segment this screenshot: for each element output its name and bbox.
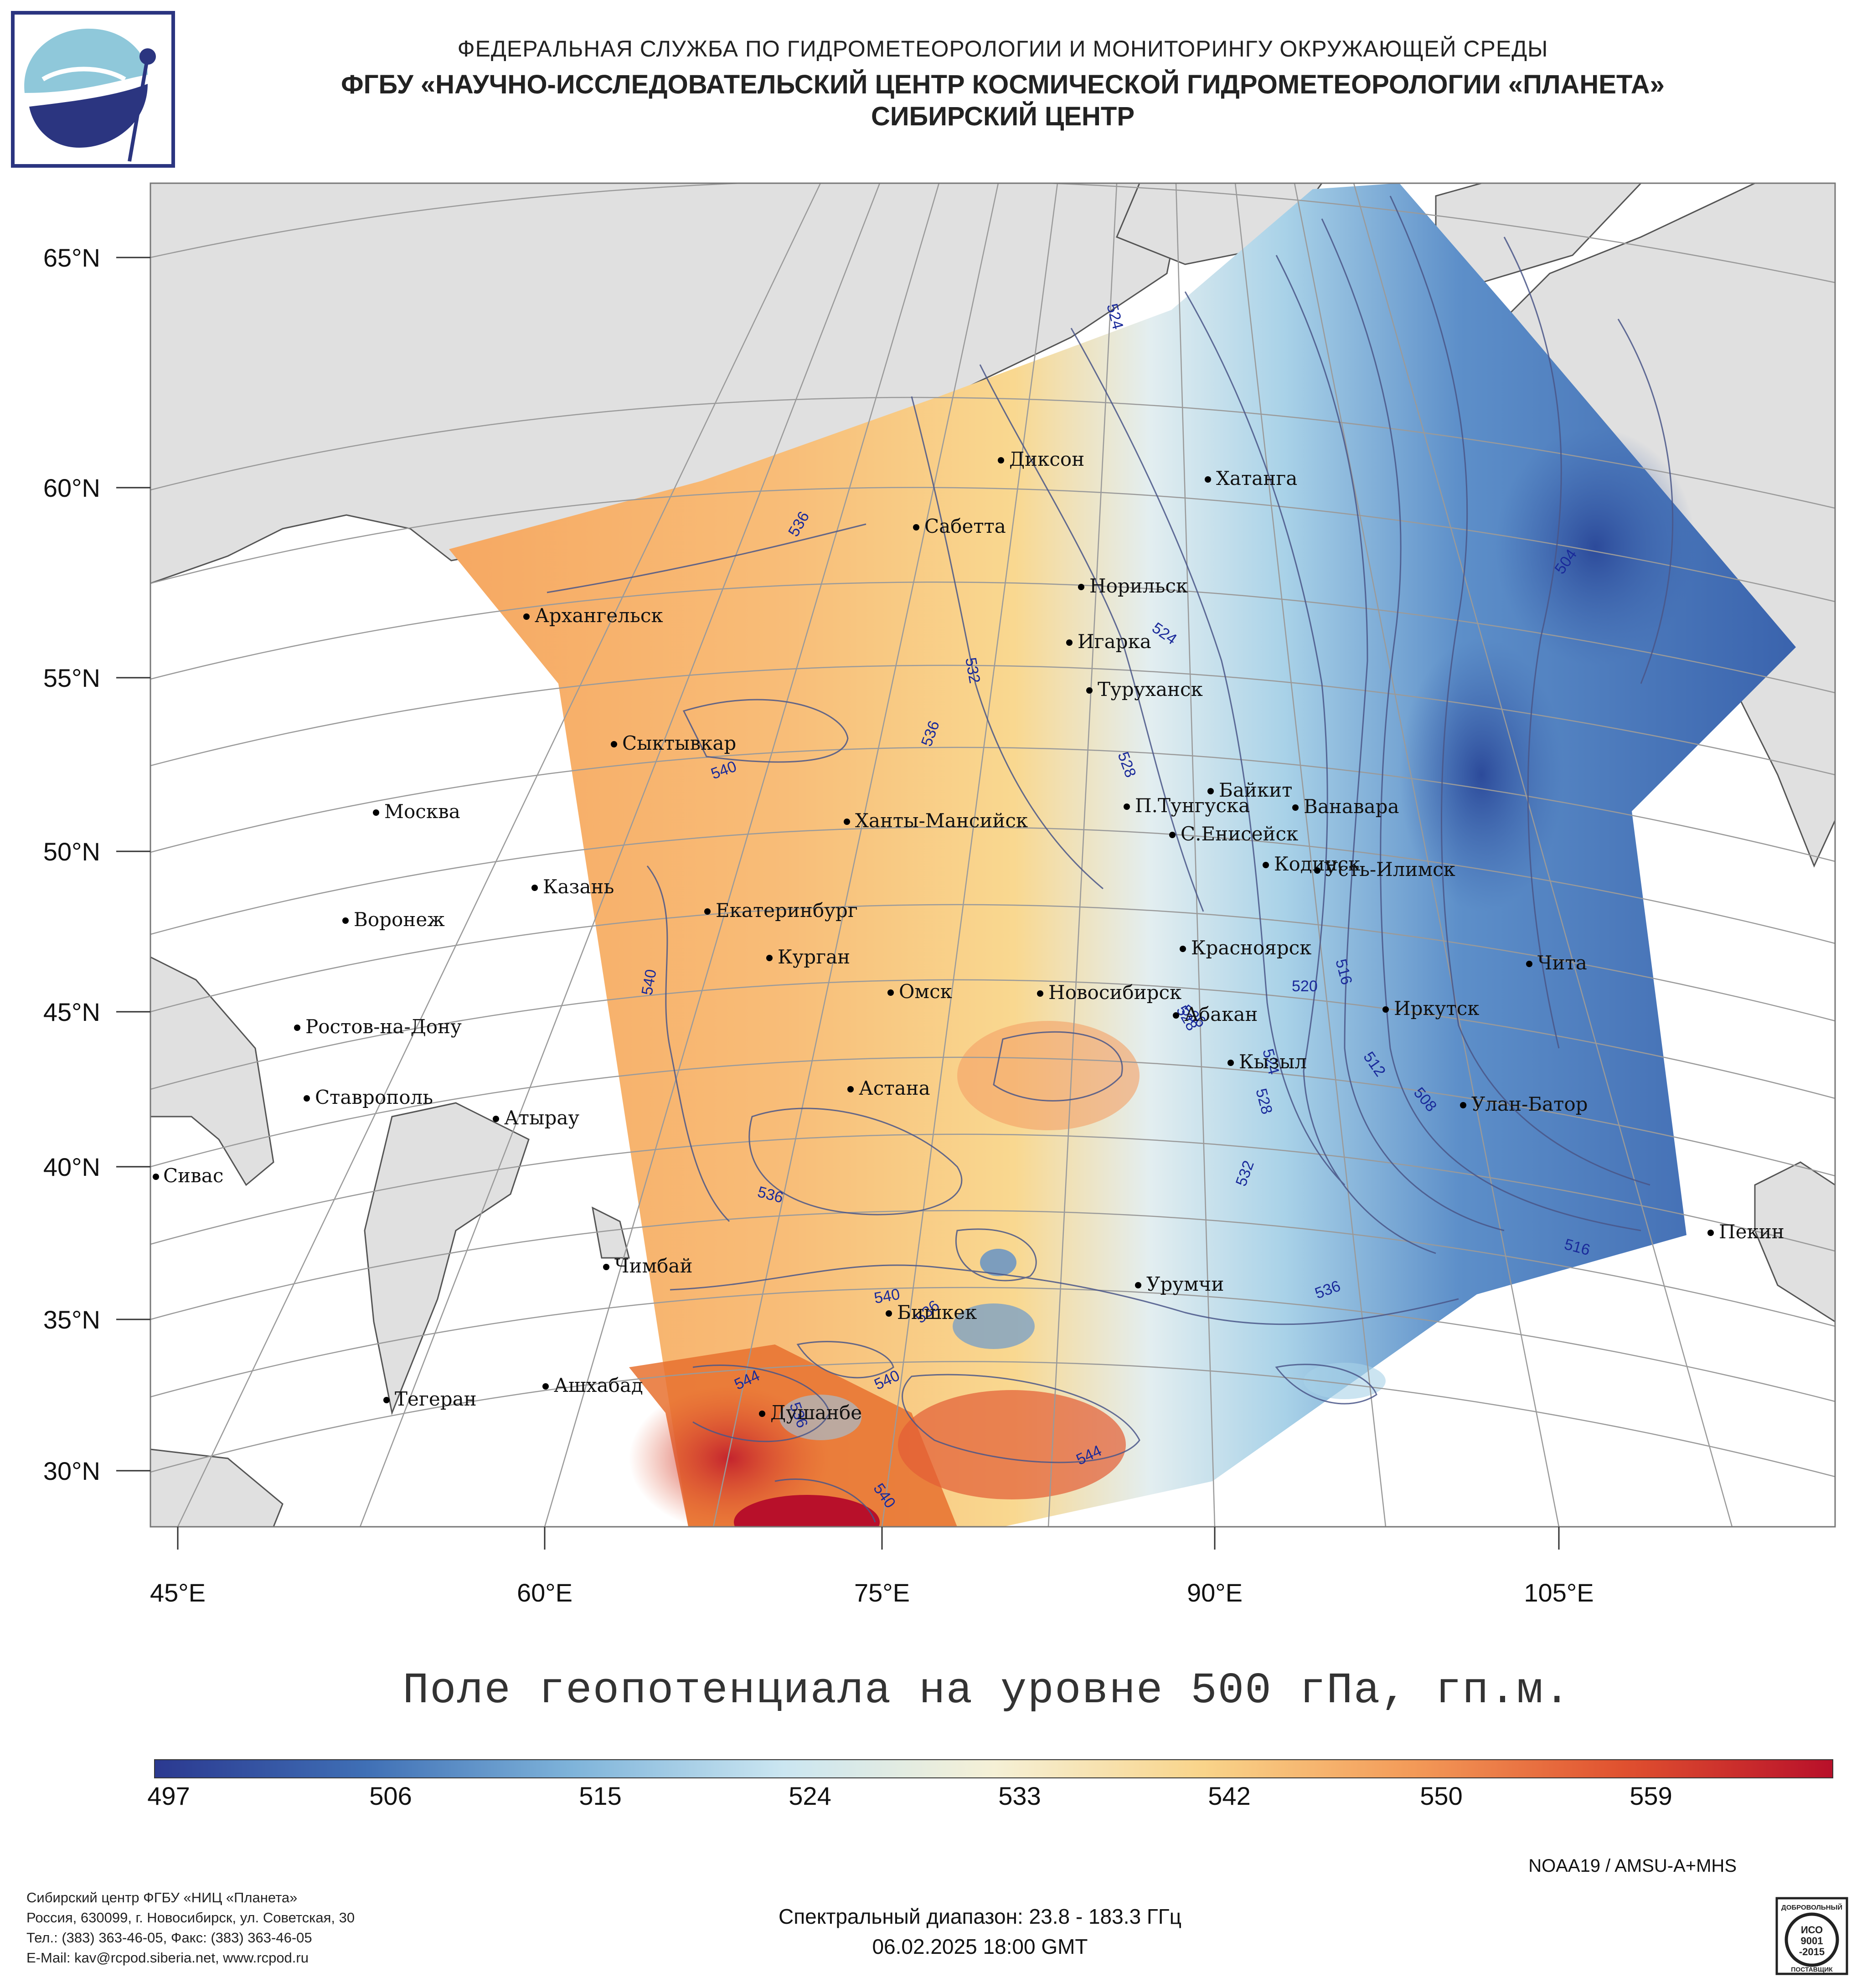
iso-badge-line2: 9001 — [1801, 1935, 1823, 1947]
city-label: Урумчи — [1146, 1273, 1224, 1295]
iso-badge-top: ДОБРОВОЛЬНЫЙ — [1781, 1903, 1842, 1911]
city-label: Сыктывкар — [622, 732, 736, 754]
lat-label: 55°N — [43, 664, 100, 692]
iso-badge-line3: -2015 — [1799, 1946, 1825, 1957]
graticule — [150, 183, 1835, 1527]
spectral-range: Спектральный диапазон: 23.8 - 183.3 ГГц — [778, 1905, 1182, 1928]
footer-phone: Тел.: (383) 363-46-05, Факс: (383) 363-4… — [26, 1930, 312, 1946]
lon-label: 75°E — [854, 1578, 910, 1607]
city-label: Сивас — [163, 1164, 223, 1187]
city-label: Иркутск — [1394, 997, 1479, 1020]
city-label: Игарка — [1078, 630, 1151, 653]
colorbar — [154, 1759, 1833, 1778]
footer-address: Россия, 630099, г. Новосибирск, ул. Сове… — [26, 1910, 355, 1926]
city-label: Байкит — [1219, 779, 1292, 801]
satellite-swath — [449, 183, 1796, 1527]
footer-info: Спектральный диапазон: 23.8 - 183.3 ГГц … — [638, 1901, 1322, 1962]
colorbar-label: 542 — [1208, 1782, 1251, 1810]
header-agency: ФЕДЕРАЛЬНАЯ СЛУЖБА ПО ГИДРОМЕТЕОРОЛОГИИ … — [457, 36, 1548, 62]
lon-label: 105°E — [1524, 1578, 1594, 1607]
city-label: Ростов-на-Дону — [305, 1015, 462, 1038]
colorbar-label: 497 — [147, 1782, 190, 1810]
footer-email: E-Mail: kav@rcpod.siberia.net, www.rcpod… — [26, 1950, 309, 1966]
city-label: Курган — [778, 946, 850, 968]
planeta-logo-icon — [11, 11, 175, 168]
colorbar-label: 550 — [1420, 1782, 1463, 1810]
iso-badge-line1: ИСО — [1801, 1924, 1823, 1936]
city-label: Ванавара — [1304, 795, 1399, 818]
city-label: Сабетта — [924, 515, 1006, 537]
city-label: Диксон — [1009, 448, 1084, 470]
header-center: СИБИРСКИЙ ЦЕНТР — [871, 102, 1135, 131]
city-label: Душанбе — [770, 1401, 862, 1424]
city-label: Ханты-Мансийск — [855, 809, 1028, 832]
lat-label: 30°N — [43, 1457, 100, 1485]
lon-label: 90°E — [1186, 1578, 1243, 1607]
footer-org: Сибирский центр ФГБУ «НИЦ «Планета» — [26, 1890, 298, 1906]
lat-label: 45°N — [43, 998, 100, 1026]
city-label: П.Тунгуска — [1135, 794, 1250, 817]
city-label: Воронеж — [354, 908, 445, 931]
city-label: Туруханск — [1098, 678, 1203, 700]
city-label: Красноярск — [1191, 937, 1311, 959]
map-frame — [150, 182, 1836, 1528]
city-label: Архангельск — [535, 604, 663, 627]
contour-lines — [547, 196, 1674, 1523]
city-label: Москва — [384, 800, 460, 823]
footer-contacts: Сибирский центр ФГБУ «НИЦ «Планета» Росс… — [26, 1888, 355, 1968]
satellite-label: NOAA19 / AMSU-A+MHS — [1528, 1856, 1737, 1876]
city-label: Чимбай — [614, 1255, 692, 1277]
city-label: Екатеринбург — [716, 899, 858, 922]
city-label: Ашхабад — [554, 1374, 643, 1396]
city-label: Пекин — [1719, 1221, 1784, 1243]
lat-label: 60°N — [43, 474, 100, 502]
city-label: Абакан — [1184, 1003, 1258, 1025]
lat-ticks — [116, 257, 150, 1472]
city-label: Астана — [859, 1077, 930, 1099]
colorbar-label: 524 — [789, 1782, 831, 1810]
city-label: Омск — [899, 980, 952, 1003]
geopotential-map: 536 524 532 536 540 524 528 504 540 520 … — [116, 182, 1836, 1550]
city-label: Ставрополь — [315, 1086, 433, 1108]
contour-label: 520 — [1292, 978, 1318, 995]
colorbar-label: 533 — [998, 1782, 1041, 1810]
city-markers: Диксон Хатанга Сабетта Архангельск Норил… — [153, 448, 1784, 1424]
map-title: Поле геопотенциала на уровне 500 гПа, гп… — [402, 1666, 1571, 1715]
city-label: Атырау — [504, 1107, 579, 1129]
city-label: Улан-Батор — [1471, 1093, 1588, 1115]
city-label: С.Енисейск — [1181, 823, 1298, 845]
city-label: Тегеран — [395, 1388, 477, 1410]
iso-badge-icon: ДОБРОВОЛЬНЫЙ ИСО 9001 -2015 ПОСТАВЩИК — [1775, 1897, 1848, 1975]
lat-label: 35°N — [43, 1305, 100, 1334]
city-label: Кызыл — [1239, 1051, 1307, 1073]
city-label: Бишкек — [897, 1301, 977, 1324]
observation-datetime: 06.02.2025 18:00 GMT — [872, 1935, 1088, 1958]
iso-badge-bottom: ПОСТАВЩИК — [1791, 1966, 1833, 1973]
lon-label: 60°E — [516, 1578, 573, 1607]
city-label: Чита — [1537, 952, 1587, 974]
city-label: Норильск — [1089, 575, 1188, 597]
colorbar-label: 559 — [1630, 1782, 1672, 1810]
lat-label: 65°N — [43, 243, 100, 272]
lat-label: 40°N — [43, 1153, 100, 1181]
city-label: Новосибирск — [1048, 981, 1181, 1004]
lon-ticks — [177, 1527, 1560, 1550]
header-institute: ФГБУ «НАУЧНО-ИССЛЕДОВАТЕЛЬСКИЙ ЦЕНТР КОС… — [341, 70, 1665, 99]
lon-label: 45°E — [150, 1578, 206, 1607]
colorbar-label: 506 — [369, 1782, 412, 1810]
city-label: Усть-Илимск — [1324, 858, 1455, 881]
lat-label: 50°N — [43, 837, 100, 866]
colorbar-label: 515 — [579, 1782, 622, 1810]
city-label: Хатанга — [1216, 467, 1297, 489]
city-label: Казань — [543, 876, 614, 898]
